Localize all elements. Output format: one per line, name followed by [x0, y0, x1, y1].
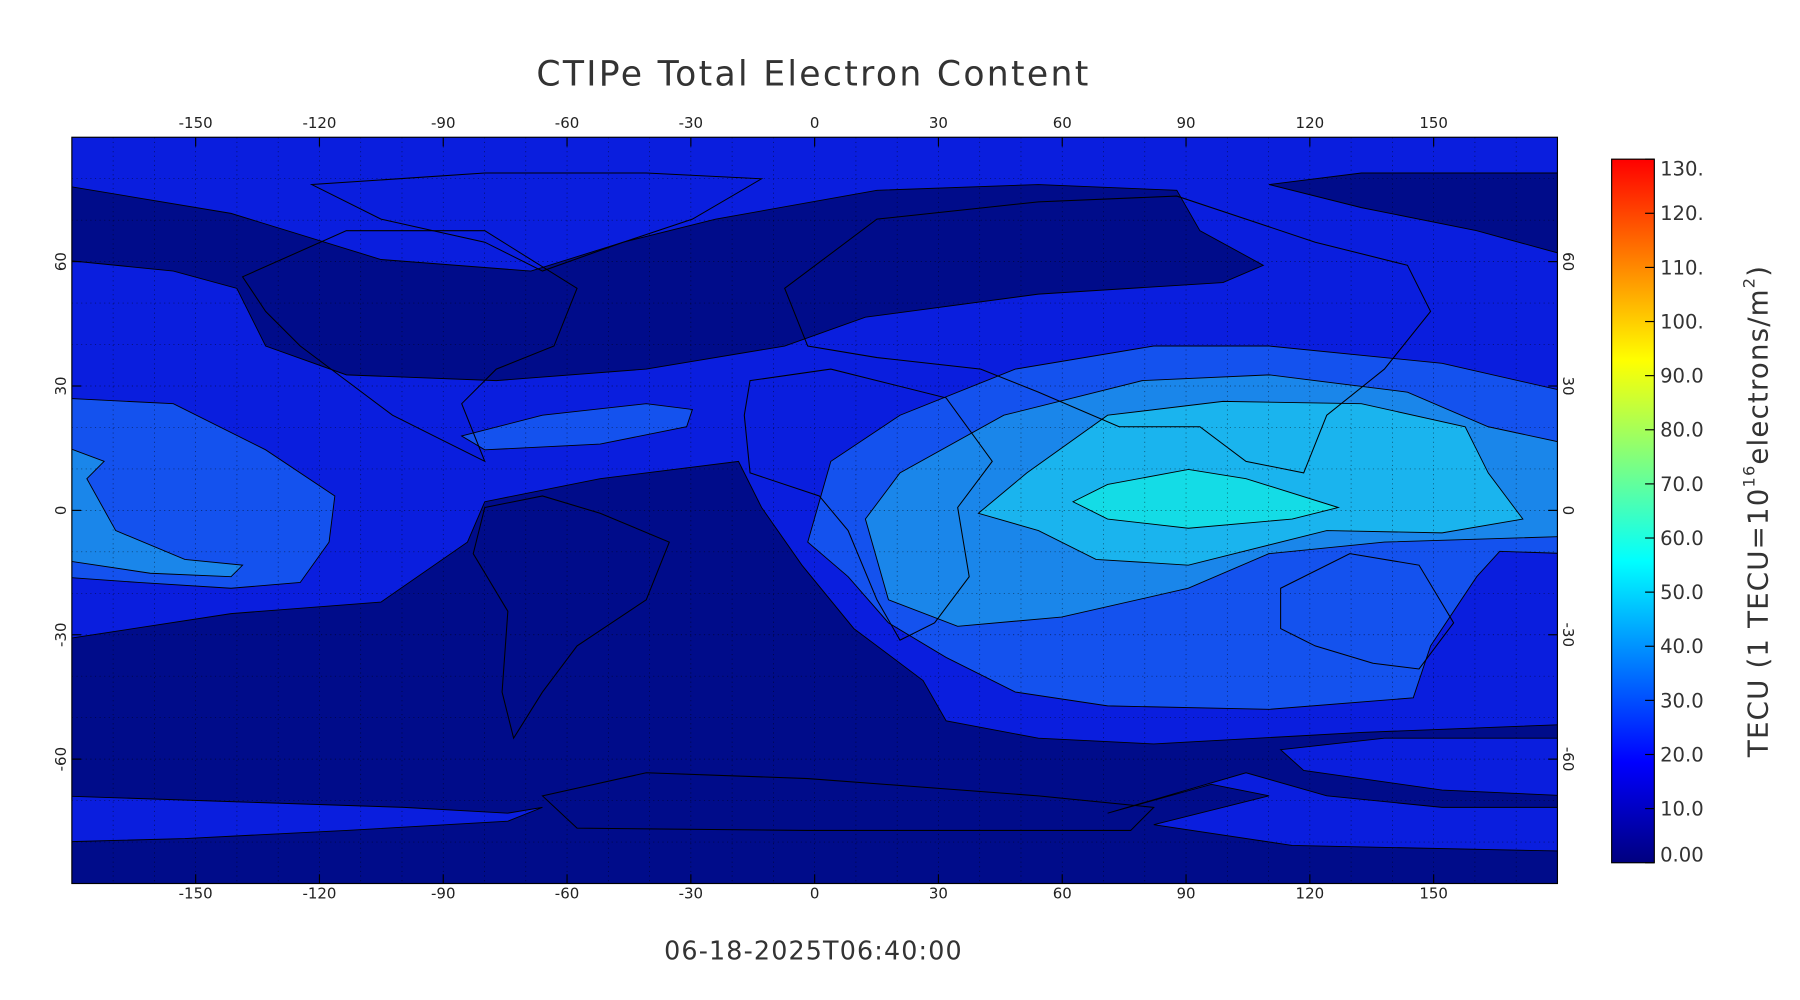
- x-tick-label: 90: [1177, 885, 1196, 903]
- contour-band: [1268, 172, 1558, 254]
- y-tick-label: 30: [1559, 376, 1577, 395]
- y-tick-label: -60: [52, 747, 70, 771]
- x-tick-label: -60: [555, 885, 579, 903]
- coastline: [743, 368, 993, 641]
- contour-band: [71, 448, 244, 578]
- contour-band: [1279, 737, 1558, 796]
- coastline: [241, 230, 578, 463]
- coastline: [784, 195, 1432, 474]
- colorbar-tick-label: 50.0: [1660, 581, 1704, 604]
- contour-band: [71, 184, 1265, 382]
- x-tick-label: 60: [1053, 885, 1072, 903]
- contour-band: [1071, 468, 1340, 529]
- x-tick-label: 60: [1053, 114, 1072, 132]
- chart-title: CTIPe Total Electron Content: [536, 54, 1090, 94]
- x-tick-label: 90: [1177, 114, 1196, 132]
- grid: [71, 137, 1558, 884]
- x-tick-label: 150: [1419, 885, 1448, 903]
- colorbar-label-part: 16: [1739, 465, 1758, 488]
- x-tick-label: -30: [679, 114, 703, 132]
- colorbar-tick-label: 0.00: [1660, 844, 1704, 867]
- coastline: [541, 772, 1155, 831]
- y-tick-label: 0: [1559, 506, 1577, 516]
- coastline: [472, 495, 670, 740]
- x-tick-label: -90: [431, 885, 455, 903]
- contour-band: [1107, 772, 1558, 852]
- colorbar-tick-label: 80.0: [1660, 419, 1704, 442]
- coastline: [309, 172, 764, 272]
- colorbar-label-part: TECU (1 TECU=10: [1741, 487, 1774, 758]
- colorbar-label: TECU (1 TECU=1016electrons/m2): [1739, 265, 1774, 758]
- x-tick-label: -120: [302, 885, 336, 903]
- colorbar-label-part: electrons/m: [1741, 288, 1774, 464]
- colorbar: [1611, 158, 1655, 864]
- colorbar-tick-label: 40.0: [1660, 635, 1704, 658]
- x-tick-label: -60: [555, 114, 579, 132]
- colorbar-tick-label: 20.0: [1660, 743, 1704, 766]
- timestamp: 06-18-2025T06:40:00: [664, 936, 963, 966]
- x-tick-label: 30: [929, 114, 948, 132]
- y-tick-label: 60: [52, 252, 70, 271]
- colorbar-tick-label: 30.0: [1660, 689, 1704, 712]
- x-tick-label: 30: [929, 885, 948, 903]
- colorbar-tick-label: 110.: [1660, 256, 1704, 279]
- coastline: [1280, 553, 1455, 670]
- map: [71, 137, 1558, 884]
- y-tick-label: -30: [1559, 623, 1577, 647]
- x-tick-label: -120: [302, 114, 336, 132]
- x-tick-label: 0: [810, 114, 820, 132]
- colorbar-tick-label: 60.0: [1660, 527, 1704, 550]
- colorbar-label-part: ): [1741, 265, 1774, 277]
- y-tick-label: -30: [52, 623, 70, 647]
- contour-band: [460, 403, 694, 451]
- y-tick-label: -60: [1559, 747, 1577, 771]
- x-tick-label: 120: [1296, 885, 1325, 903]
- y-tick-label: 0: [52, 506, 70, 516]
- x-tick-label: -90: [431, 114, 455, 132]
- colorbar-label-part: 2: [1739, 277, 1758, 288]
- x-tick-label: -150: [179, 114, 213, 132]
- x-tick-label: 0: [810, 885, 820, 903]
- colorbar-tick-label: 10.0: [1660, 798, 1704, 821]
- y-tick-label: 30: [52, 376, 70, 395]
- contour-band: [71, 795, 543, 843]
- colorbar-tick-label: 120.: [1660, 202, 1704, 225]
- colorbar-tick-label: 90.0: [1660, 365, 1704, 388]
- x-tick-label: 120: [1296, 114, 1325, 132]
- colorbar-tick-label: 100.: [1660, 310, 1704, 333]
- colorbar-tick-label: 70.0: [1660, 473, 1704, 496]
- x-tick-label: 150: [1419, 114, 1448, 132]
- x-tick-label: -150: [179, 885, 213, 903]
- y-tick-label: 60: [1559, 252, 1577, 271]
- colorbar-tick-label: 130.: [1660, 157, 1704, 180]
- x-tick-label: -30: [679, 885, 703, 903]
